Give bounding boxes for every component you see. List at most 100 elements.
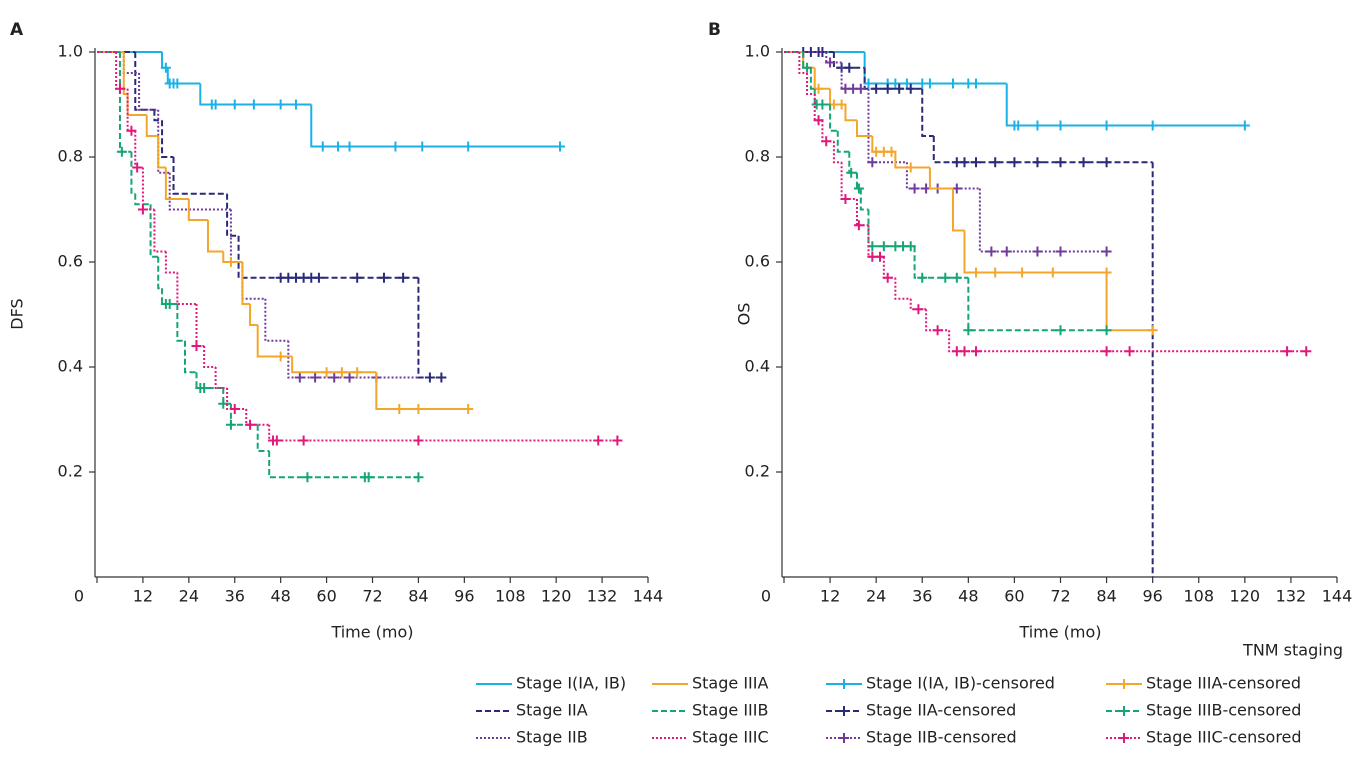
censor-mark	[191, 341, 202, 351]
y-tick-label: 0.2	[58, 462, 83, 481]
km-step	[134, 193, 151, 206]
km-step	[145, 115, 159, 137]
legend-label: Stage IIA	[516, 701, 588, 720]
legend-censor	[839, 706, 849, 716]
censor-mark	[1017, 267, 1028, 278]
km-step	[1005, 83, 1245, 127]
km-step	[913, 246, 969, 279]
x-tick-label: 144	[633, 587, 664, 606]
km-step	[245, 409, 270, 426]
censor-mark	[352, 367, 363, 378]
censor-mark	[294, 372, 305, 383]
censor-mark	[905, 241, 916, 252]
x-tick-label: 108	[495, 587, 526, 606]
km-step	[291, 356, 377, 374]
censor-mark	[1101, 346, 1112, 357]
km-step	[802, 52, 815, 69]
km-step	[882, 256, 896, 279]
censor-mark	[855, 83, 866, 94]
censor-mark	[1239, 120, 1250, 131]
km-step	[226, 193, 239, 237]
y-tick-label: 0.6	[58, 252, 83, 271]
censor-mark	[846, 167, 857, 178]
km-step	[126, 88, 136, 132]
x-tick-label: 12	[820, 587, 840, 606]
km-step	[138, 73, 159, 111]
km-step	[126, 94, 147, 116]
censor-mark	[990, 267, 1001, 278]
censor-mark	[959, 346, 970, 357]
km-step	[157, 256, 163, 290]
km-step	[187, 199, 208, 221]
x-tick-label: 48	[958, 587, 978, 606]
censor-mark	[210, 99, 221, 110]
censor-mark	[417, 141, 428, 152]
censor-mark	[424, 372, 435, 383]
panel-label: B	[708, 20, 721, 40]
km-step	[825, 52, 842, 64]
censor-mark	[840, 194, 851, 204]
x-tick-label: 0	[761, 587, 771, 606]
km-step	[256, 325, 293, 358]
y-tick-label: 1.0	[745, 42, 770, 61]
censor-mark	[1055, 325, 1066, 336]
x-tick-label: 108	[1183, 587, 1214, 606]
censor-mark	[329, 372, 340, 383]
censor-mark	[971, 78, 982, 89]
censor-mark	[821, 136, 832, 147]
censor-mark	[1009, 157, 1020, 168]
censor-mark	[971, 346, 982, 357]
censor-mark	[1032, 157, 1043, 168]
km-step	[813, 67, 831, 90]
censor-mark	[867, 157, 878, 168]
km-step	[153, 109, 163, 122]
censor-mark	[886, 146, 897, 157]
km-step	[122, 52, 128, 95]
censor-mark	[1032, 120, 1043, 131]
x-tick-label: 96	[454, 587, 474, 606]
x-tick-label: 84	[408, 587, 428, 606]
y-tick-label: 0.8	[745, 147, 770, 166]
censor-mark	[164, 299, 175, 309]
km-step	[932, 136, 1153, 164]
km-step	[813, 94, 823, 122]
censor-mark	[436, 372, 447, 383]
km-step	[844, 104, 857, 122]
legend-label: Stage IIIA-censored	[1146, 674, 1301, 693]
km-step	[134, 52, 155, 111]
legend-label: Stage IIIA	[692, 674, 768, 693]
legend-censor	[1119, 733, 1129, 743]
x-tick-label: 36	[225, 587, 245, 606]
legend-censor	[839, 679, 849, 689]
censor-mark	[813, 115, 824, 126]
km-step	[157, 136, 166, 169]
censor-mark	[413, 435, 424, 446]
censor-mark	[1147, 120, 1158, 131]
y-tick-label: 1.0	[58, 42, 83, 61]
censor-mark	[894, 83, 905, 94]
censor-mark	[1124, 346, 1135, 357]
km-step	[967, 277, 1107, 332]
y-axis-label: OS	[735, 303, 754, 326]
legend-label: Stage I(IA, IB)	[516, 674, 626, 693]
km-step	[310, 104, 560, 148]
censor-mark	[218, 398, 229, 409]
km-step	[164, 251, 178, 274]
censor-mark	[1055, 157, 1066, 168]
legend-label: Stage IIIC-censored	[1146, 728, 1302, 747]
km-step	[863, 67, 923, 90]
censor-mark	[172, 78, 183, 89]
censor-mark	[986, 246, 997, 257]
km-step	[256, 424, 270, 452]
km-step	[115, 52, 128, 90]
km-step	[1105, 272, 1153, 332]
legend-label: Stage IIIC	[692, 728, 769, 747]
km-step	[195, 372, 224, 389]
censor-mark	[901, 78, 912, 89]
censor-mark	[310, 372, 321, 383]
censor-mark	[344, 372, 355, 383]
censor-mark	[413, 472, 424, 483]
censor-mark	[836, 99, 847, 110]
censor-mark	[890, 78, 901, 89]
